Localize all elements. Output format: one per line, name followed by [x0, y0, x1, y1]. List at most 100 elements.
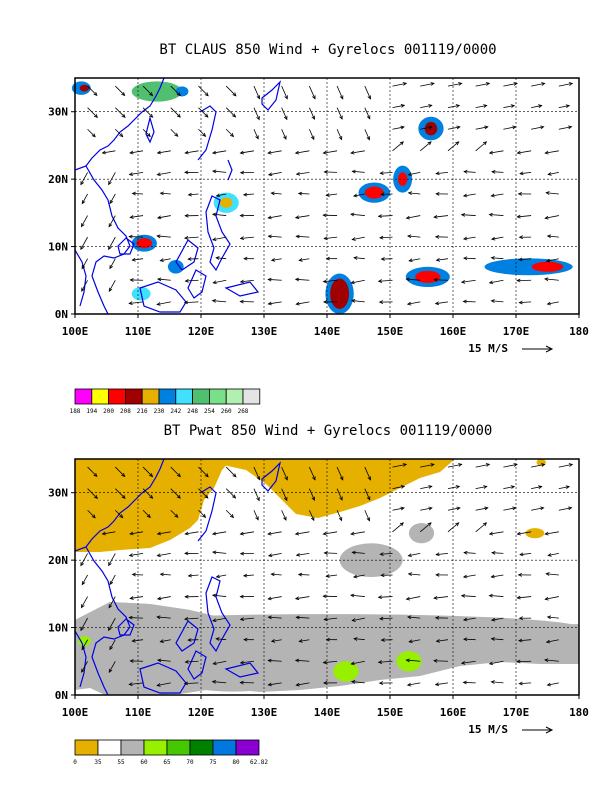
pwat-wind-scale-label: 15 M/S — [468, 723, 508, 736]
claus-wind-arrow — [80, 236, 88, 251]
claus-wind-arrow — [225, 107, 237, 118]
claus-wind-arrow — [475, 82, 491, 87]
claus-key-label: 268 — [238, 408, 249, 415]
pwat-wind-arrow — [435, 552, 449, 557]
claus-wind-arrow — [364, 129, 370, 141]
pwat-wind-arrow — [336, 488, 343, 501]
claus-wind-arrow — [377, 279, 393, 283]
pwat-wind-arrow — [108, 617, 116, 632]
pwat-wind-arrow — [490, 574, 504, 579]
claus-key-swatch — [192, 388, 210, 405]
claus-wind-arrow — [516, 214, 532, 219]
pwat-wind-arrow — [336, 510, 343, 522]
pwat-key-swatch — [189, 739, 214, 756]
pwat-key-swatch — [74, 739, 99, 756]
claus-wind-arrow — [215, 256, 227, 260]
pwat-wind-arrow — [503, 485, 516, 490]
claus-wind-arrow — [142, 107, 154, 118]
pwat-wind-arrow — [81, 574, 88, 586]
claus-wind-arrow — [558, 82, 574, 87]
claus-wind-arrow — [517, 192, 532, 196]
claus-shading — [71, 81, 573, 314]
pwat-wind-arrow — [81, 639, 88, 651]
pwat-wind-arrow — [323, 617, 338, 622]
pwat-x-ticks: 100E 110E 120E 130E 140E 150E 160E 170E 180 — [62, 695, 589, 719]
claus-wind-arrow — [129, 215, 144, 219]
pwat-panel: BT Pwat 850 Wind + Gyrelocs 001119/0000 — [48, 423, 589, 766]
claus-wind-arrow — [108, 236, 116, 251]
claus-y-tick-label: 30N — [48, 106, 68, 119]
claus-wind-arrow — [101, 150, 116, 155]
pwat-wind-arrow — [490, 637, 504, 641]
pwat-wind-arrow — [544, 596, 559, 601]
pwat-wind-arrow — [267, 596, 282, 601]
claus-wind-arrow — [488, 150, 504, 155]
pwat-wind-arrow — [323, 551, 338, 555]
claus-wind-arrow — [420, 82, 435, 87]
claus-wind-arrow — [380, 257, 393, 261]
claus-wind-arrow — [475, 141, 488, 152]
pwat-wind-arrow — [364, 466, 371, 481]
pwat-wind-arrow — [377, 660, 393, 664]
claus-wind-arrow — [518, 257, 532, 262]
pwat-wind-arrow — [267, 615, 282, 620]
pwat-wind-arrow — [131, 572, 144, 577]
claus-x-tick-label: 100E — [62, 325, 89, 338]
pwat-key-swatch — [166, 739, 191, 756]
claus-wind-arrow — [131, 257, 144, 262]
claus-wind-arrow — [519, 171, 532, 176]
pwat-wind-scale-arrow — [522, 726, 554, 734]
claus-wind-arrow — [435, 192, 448, 196]
claus-wind-arrow — [159, 258, 171, 262]
pwat-wind-arrow — [156, 596, 171, 601]
pwat-wind-arrow — [308, 488, 315, 502]
pwat-wind-arrow — [350, 660, 365, 666]
claus-wind-arrow — [406, 301, 421, 306]
claus-wind-arrow — [170, 107, 181, 118]
pwat-wind-arrow — [322, 681, 338, 685]
claus-wind-arrow — [253, 107, 260, 121]
pwat-x-tick-label: 110E — [125, 706, 152, 719]
claus-wind-arrow — [447, 104, 461, 109]
claus-key-label: 194 — [86, 408, 97, 415]
claus-wind-arrow — [531, 125, 545, 130]
claus-wind-arrow — [322, 279, 338, 284]
pwat-wind-arrow — [490, 617, 504, 622]
claus-wind-arrow — [463, 256, 476, 261]
pwat-wind-arrow — [159, 639, 171, 643]
claus-wind-arrow — [353, 256, 365, 260]
claus-wind-arrow — [156, 215, 171, 220]
claus-shaded-cell — [531, 261, 564, 272]
claus-x-tick-label: 160E — [440, 325, 467, 338]
pwat-wind-arrow — [156, 553, 171, 558]
pwat-wind-arrow — [243, 637, 254, 642]
pwat-wind-arrow — [325, 637, 338, 642]
pwat-y-tick-label: 20N — [48, 554, 68, 567]
claus-wind-arrow — [531, 82, 546, 87]
claus-x-tick-label: 150E — [377, 325, 404, 338]
claus-wind-arrow — [447, 125, 461, 130]
claus-wind-arrow — [267, 277, 282, 282]
pwat-key-label: 60 — [140, 759, 148, 766]
pwat-key-swatch — [97, 739, 122, 756]
pwat-wind-arrow — [129, 531, 144, 536]
pwat-wind-arrow — [281, 488, 288, 502]
claus-wind-arrow — [281, 129, 287, 140]
claus-wind-arrow — [128, 301, 144, 306]
claus-wind-arrow — [503, 125, 517, 130]
claus-wind-arrow — [108, 280, 116, 293]
pwat-x-tick-label: 160E — [440, 706, 467, 719]
claus-shaded-cell — [79, 84, 90, 92]
claus-wind-arrow — [558, 125, 573, 130]
claus-wind-arrow — [350, 298, 365, 303]
claus-key-swatch — [158, 388, 177, 405]
claus-wind-arrow — [212, 279, 227, 285]
pwat-wind-arrow — [239, 617, 254, 622]
claus-wind-arrow — [198, 85, 209, 97]
pwat-wind-arrow — [322, 531, 338, 536]
claus-key-label: 200 — [103, 408, 114, 415]
claus-wind-arrow — [322, 150, 338, 155]
claus-wind-arrow — [323, 236, 338, 241]
pwat-wind-arrow — [350, 679, 365, 684]
claus-wind-arrow — [516, 278, 532, 283]
